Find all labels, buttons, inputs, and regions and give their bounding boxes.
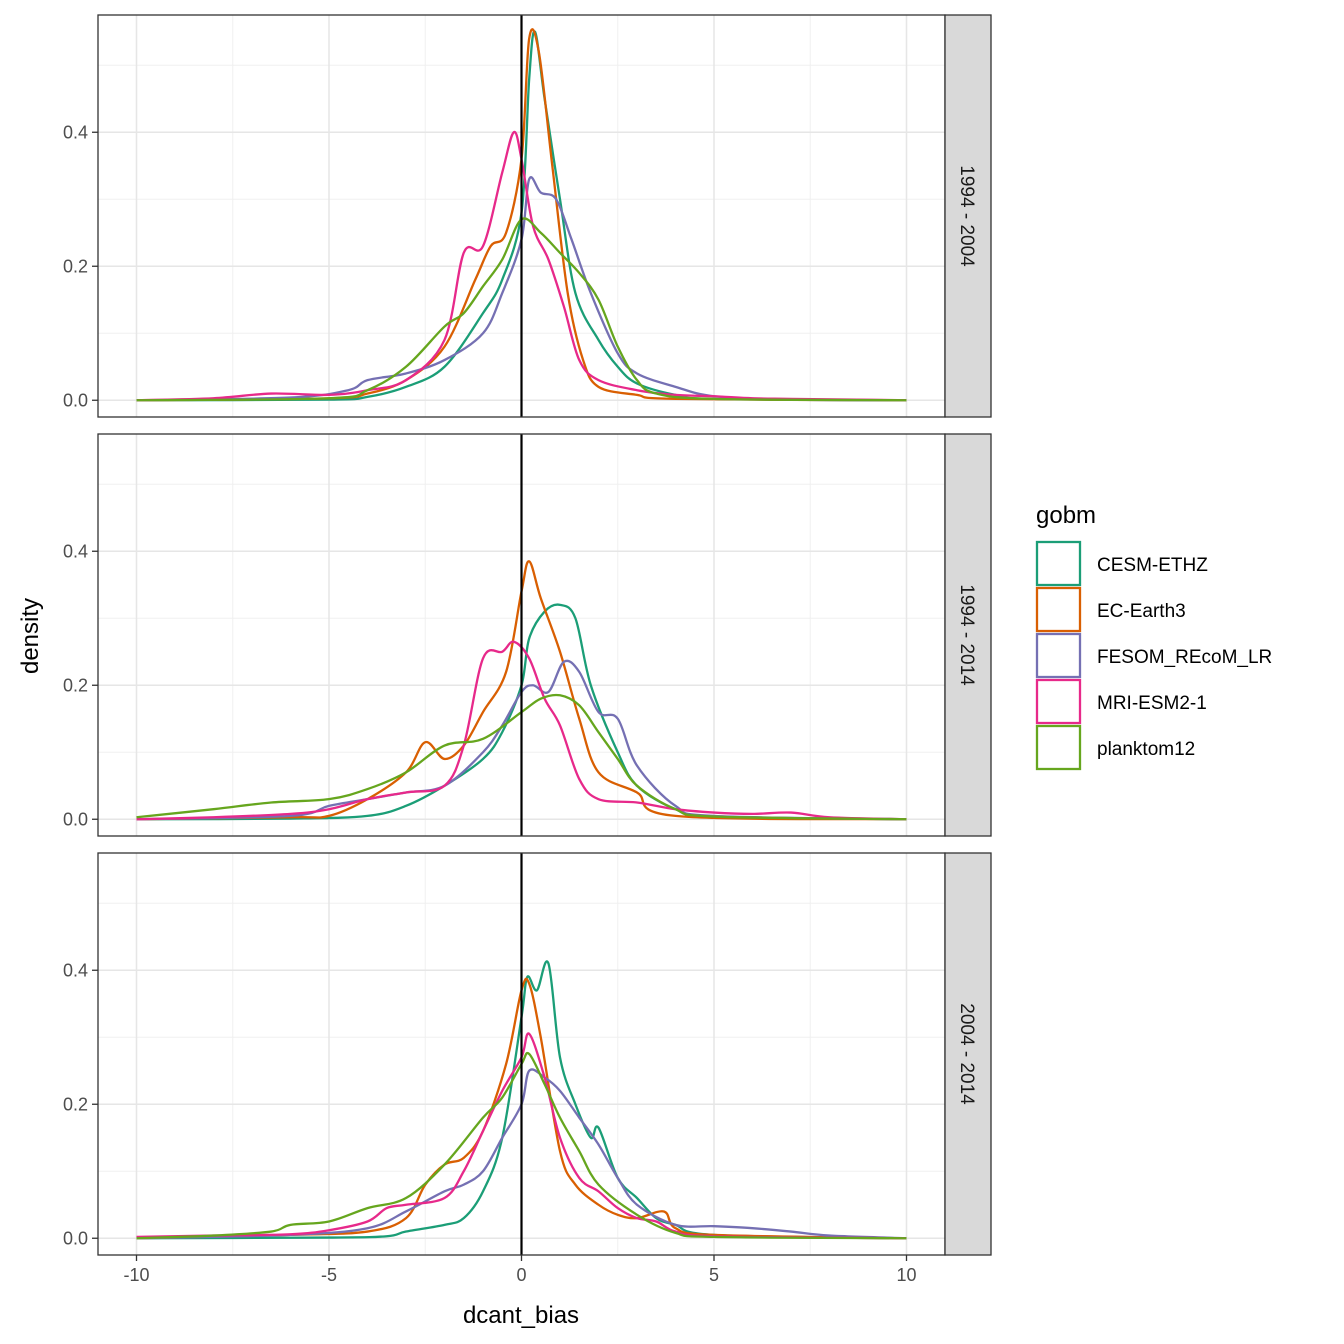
x-tick-label: 10 xyxy=(896,1265,916,1285)
facet-strip xyxy=(944,14,992,418)
y-tick-label: 0.0 xyxy=(63,1228,88,1248)
legend-label: CESM-ETHZ xyxy=(1097,555,1208,576)
legend-label: MRI-ESM2-1 xyxy=(1097,693,1207,714)
legend-key xyxy=(1035,678,1082,725)
x-axis: -10 -5 0 5 10 xyxy=(123,1255,917,1285)
y-tick-label: 0.0 xyxy=(63,390,88,410)
density-line-FESOM_REcoM_LR xyxy=(136,1068,907,1240)
y-tick-label: 0.2 xyxy=(63,675,88,695)
density-line-planktom12 xyxy=(136,693,907,821)
legend-key xyxy=(1035,724,1082,771)
x-tick-label: 5 xyxy=(709,1265,719,1285)
facet-strip-label: 1994 - 2004 xyxy=(956,165,977,267)
x-tick-label: 0 xyxy=(516,1265,526,1285)
density-line-EC-Earth3 xyxy=(136,977,907,1240)
facet-strip xyxy=(944,852,992,1256)
y-tick-label: 0.4 xyxy=(63,960,88,980)
density-line-FESOM_REcoM_LR xyxy=(136,176,907,402)
density-line-planktom12 xyxy=(136,1051,907,1240)
y-tick-label: 0.4 xyxy=(63,541,88,561)
legend-item: CESM-ETHZ xyxy=(1035,540,1208,587)
legend-label: planktom12 xyxy=(1097,739,1195,760)
legend-label: FESOM_REcoM_LR xyxy=(1097,647,1272,668)
x-tick-label: -5 xyxy=(321,1265,337,1285)
legend-key xyxy=(1035,586,1082,633)
legend: gobm CESM-ETHZ EC-Earth3 FESOM_REcoM_LR MRI… xyxy=(1035,502,1272,771)
density-line-planktom12 xyxy=(136,217,907,402)
y-tick-label: 0.2 xyxy=(63,1094,88,1114)
y-tick-label: 0.0 xyxy=(63,809,88,829)
facet-strip-label: 1994 - 2014 xyxy=(956,584,977,686)
legend-item: planktom12 xyxy=(1035,724,1195,771)
facet-panel-3: 2004 - 2014 0.0 0.2 0.4 xyxy=(63,852,992,1256)
density-line-MRI-ESM2-1 xyxy=(136,1032,907,1240)
facet-panel-1: 1994 - 2004 0.0 0.2 0.4 xyxy=(63,14,992,418)
facet-strip-label: 2004 - 2014 xyxy=(956,1003,977,1105)
legend-key xyxy=(1035,540,1082,587)
y-tick-label: 0.2 xyxy=(63,256,88,276)
y-axis-title: density xyxy=(17,598,44,674)
facet-panel-2: 1994 - 2014 0.0 0.2 0.4 xyxy=(63,433,992,837)
legend-item: FESOM_REcoM_LR xyxy=(1035,632,1272,679)
legend-key xyxy=(1035,632,1082,679)
x-tick-label: -10 xyxy=(123,1265,149,1285)
y-tick-label: 0.4 xyxy=(63,122,88,142)
x-axis-title: dcant_bias xyxy=(463,1302,579,1329)
facet-strip xyxy=(944,433,992,837)
legend-item: MRI-ESM2-1 xyxy=(1035,678,1207,725)
legend-item: EC-Earth3 xyxy=(1035,586,1186,633)
facet-panels: 1994 - 2004 0.0 0.2 0.4 1994 - 2014 0.0 0.2 0.4… xyxy=(63,14,992,1256)
legend-title: gobm xyxy=(1036,502,1096,529)
legend-label: EC-Earth3 xyxy=(1097,601,1186,622)
density-line-MRI-ESM2-1 xyxy=(136,640,907,821)
density-line-EC-Earth3 xyxy=(136,560,907,821)
